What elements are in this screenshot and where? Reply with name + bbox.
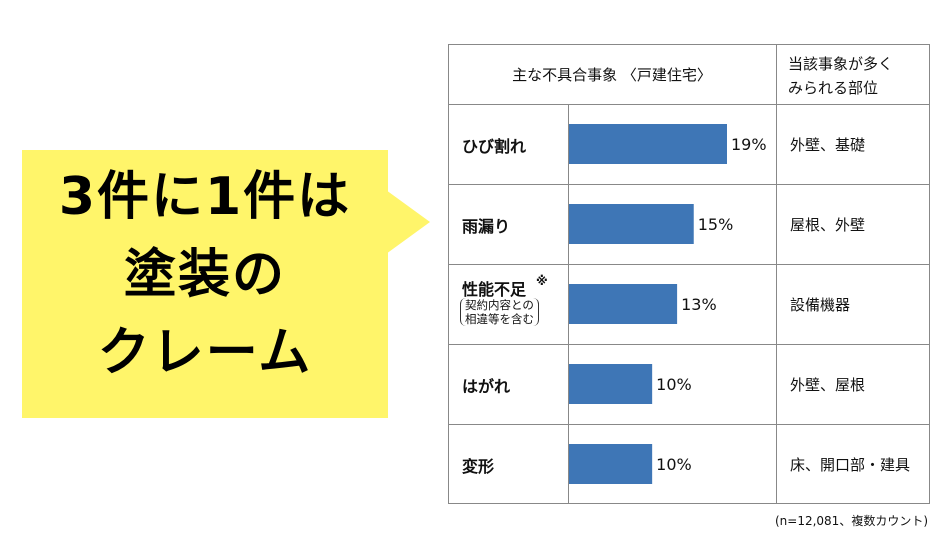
note-mark: ※	[536, 274, 548, 288]
bar-value-label-1: 19%	[731, 135, 767, 154]
source-note: (n=12,081、複数カウント)	[774, 514, 928, 528]
callout-line-3: クレーム	[97, 323, 313, 383]
table-divider-label	[568, 104, 569, 504]
location-cell: 屋根、外壁	[790, 216, 866, 234]
callout-tail	[386, 190, 430, 254]
location-cell: 床、開口部・建具	[790, 456, 911, 474]
table-header-location-line2: みられる部位	[788, 79, 879, 97]
location-cell: 外壁、基礎	[790, 136, 866, 154]
category-label: 雨漏り	[462, 217, 511, 236]
table-row-line	[448, 264, 930, 265]
bar-2	[569, 204, 694, 244]
callout-text: 3件に1件は 塗装の クレーム	[22, 158, 388, 392]
location-cell: 外壁、屋根	[790, 376, 866, 394]
table-row-line	[448, 424, 930, 425]
callout-line-1: 3件に1件は	[58, 167, 352, 227]
category-note-line1: 契約内容との	[465, 298, 534, 312]
bar-value-label-4: 10%	[656, 375, 692, 394]
category-label: ひび割れ	[462, 137, 527, 156]
category-label: 変形	[462, 457, 495, 476]
callout-box	[22, 150, 388, 418]
table-header-location-line1: 当該事象が多く	[788, 55, 894, 73]
table-row-line	[448, 104, 930, 105]
bar-value-label-5: 10%	[656, 455, 692, 474]
location-cell: 設備機器	[790, 296, 851, 314]
table-row-line	[448, 184, 930, 185]
bar-5	[569, 444, 653, 484]
bar-4	[569, 364, 653, 404]
bar-value-label-3: 13%	[681, 295, 717, 314]
category-label: はがれ	[462, 377, 511, 396]
bar-1	[569, 124, 727, 164]
table-frame	[448, 44, 930, 504]
bar-value-label-2: 15%	[698, 215, 734, 234]
table-header-location: 当該事象が多く みられる部位	[788, 52, 928, 100]
table-row-line	[448, 344, 930, 345]
category-note-line2: 相違等を含む	[465, 312, 534, 326]
category-label: 性能不足	[462, 280, 527, 299]
bar-3	[569, 284, 678, 324]
table-divider-location	[776, 44, 777, 504]
category-note: 契約内容との 相違等を含む	[460, 298, 539, 326]
table-header-issue: 主な不具合事象 〈戸建住宅〉	[512, 65, 712, 84]
callout-line-2: 塗装の	[123, 245, 286, 305]
